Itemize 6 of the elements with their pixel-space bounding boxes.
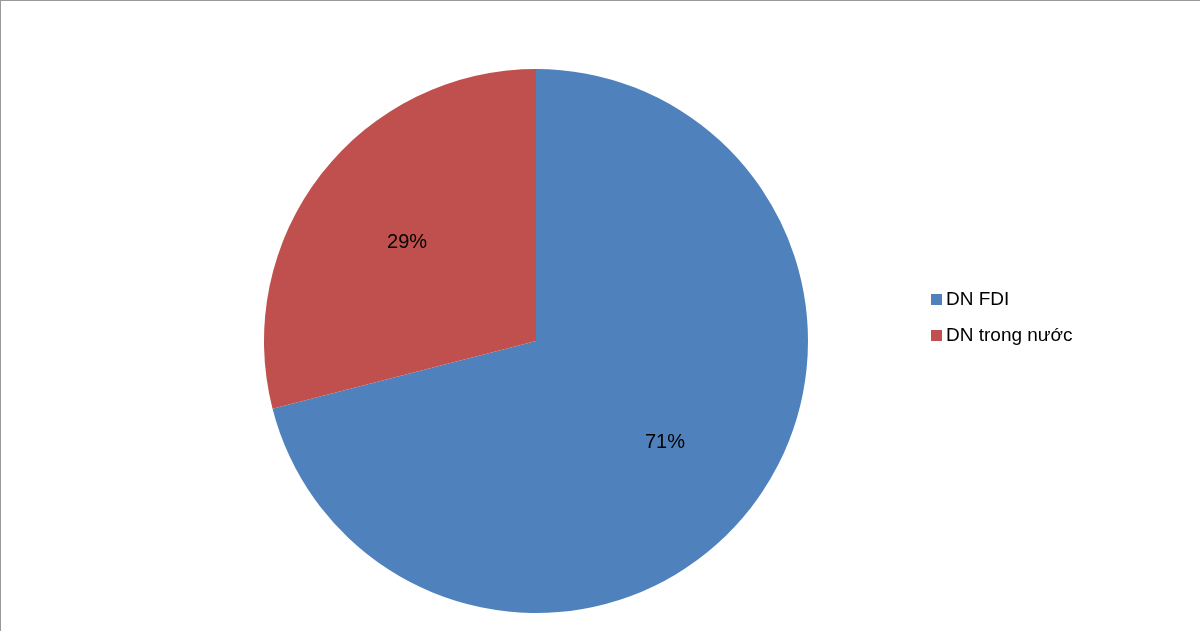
pie-slice [264, 69, 536, 409]
data-label: 29% [387, 229, 428, 252]
data-label: 71% [644, 430, 686, 453]
pie-slice [272, 69, 808, 613]
legend-label: DN FDI [946, 287, 1010, 309]
legend-label: DN trong nước [946, 323, 1073, 345]
